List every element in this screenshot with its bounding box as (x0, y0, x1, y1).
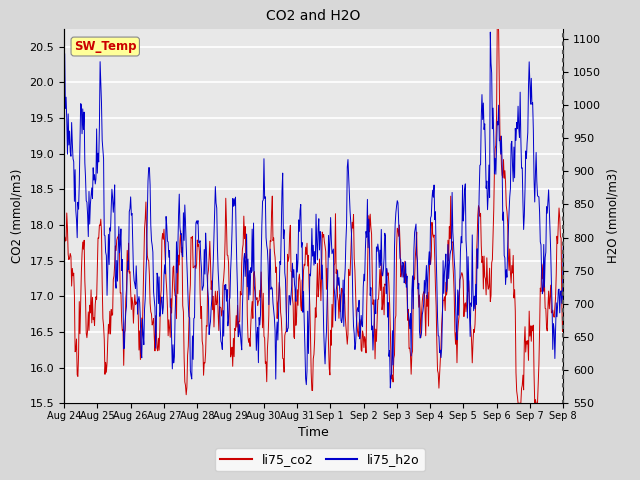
li75_co2 (388, 372, 396, 378)
li75_co2 (172, 293, 179, 299)
li75_h2o (60, 98, 68, 104)
li75_h2o (69, 156, 77, 162)
li75_co2 (374, 297, 381, 302)
li75_co2 (60, 259, 68, 265)
X-axis label: Time: Time (298, 426, 329, 439)
Text: SW_Temp: SW_Temp (74, 40, 136, 53)
li75_h2o (120, 345, 128, 351)
Y-axis label: H2O (mmol/m3): H2O (mmol/m3) (607, 168, 620, 264)
li75_h2o (486, 29, 494, 35)
li75_h2o (374, 241, 381, 247)
li75_co2 (559, 318, 567, 324)
li75_co2 (514, 400, 522, 406)
Legend: li75_co2, li75_h2o: li75_co2, li75_h2o (215, 448, 425, 471)
li75_co2 (198, 303, 205, 309)
li75_h2o (172, 312, 179, 318)
Title: CO2 and H2O: CO2 and H2O (266, 10, 361, 24)
li75_co2 (120, 330, 128, 336)
li75_co2 (69, 273, 77, 278)
Line: li75_h2o: li75_h2o (64, 32, 563, 388)
li75_h2o (387, 385, 394, 391)
li75_h2o (389, 362, 397, 368)
Line: li75_co2: li75_co2 (64, 25, 563, 403)
li75_h2o (559, 244, 567, 250)
li75_h2o (198, 266, 205, 272)
Y-axis label: CO2 (mmol/m3): CO2 (mmol/m3) (11, 169, 24, 263)
li75_co2 (493, 23, 501, 28)
